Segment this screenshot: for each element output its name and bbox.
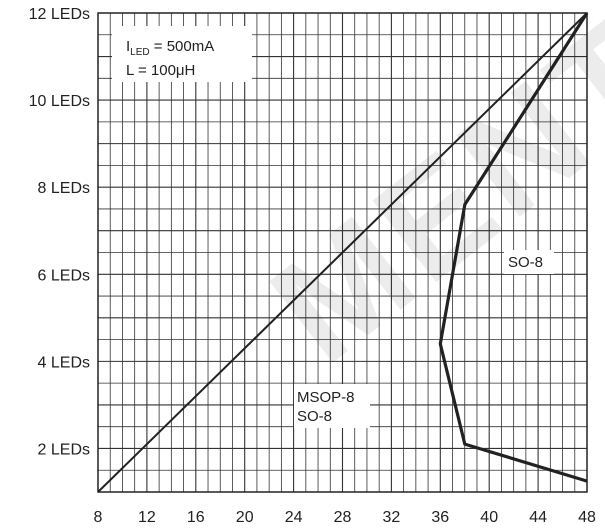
x-tick-label: 24 [285, 509, 303, 526]
y-tick-label: 10 LEDs [29, 93, 90, 110]
x-tick-label: 16 [187, 509, 205, 526]
series-line-1 [97, 12, 588, 493]
x-tick-label: 48 [578, 509, 596, 526]
so8-label: SO-8 [508, 254, 543, 271]
iled-condition: ILED = 500mA [126, 38, 214, 58]
y-tick-label: 12 LEDs [29, 6, 90, 23]
msop-so8-label: MSOP-8 SO-8 [294, 384, 370, 428]
msop-label-line2: SO-8 [297, 408, 332, 425]
x-tick-label: 8 [94, 509, 103, 526]
plot-frame [97, 12, 588, 493]
x-tick-label: 32 [383, 509, 401, 526]
x-tick-label: 28 [334, 509, 352, 526]
x-tick-label: 20 [236, 509, 254, 526]
msop-label-line1: MSOP-8 [297, 389, 355, 406]
series-line-2 [438, 12, 589, 483]
series-lines [97, 12, 589, 493]
y-tick-label: 6 LEDs [38, 267, 90, 284]
x-tick-label: 40 [480, 509, 498, 526]
grid-lines [98, 13, 587, 492]
x-tick-label: 12 [138, 509, 156, 526]
y-tick-labels: 2 LEDs 4 LEDs 6 LEDs 8 LEDs 10 LEDs 12 LEDs [29, 6, 90, 458]
so8-label-group: SO-8 [504, 250, 554, 274]
conditions-note: ILED = 500mA L = 100μH [112, 26, 252, 82]
y-tick-label: 2 LEDs [38, 441, 90, 458]
y-tick-label: 8 LEDs [38, 180, 90, 197]
x-tick-labels: 8 12 16 20 24 28 32 36 40 44 48 [94, 509, 596, 526]
y-tick-label: 4 LEDs [38, 354, 90, 371]
inductance-condition: L = 100μH [126, 62, 195, 79]
x-tick-label: 44 [529, 509, 547, 526]
x-tick-label: 36 [431, 509, 449, 526]
